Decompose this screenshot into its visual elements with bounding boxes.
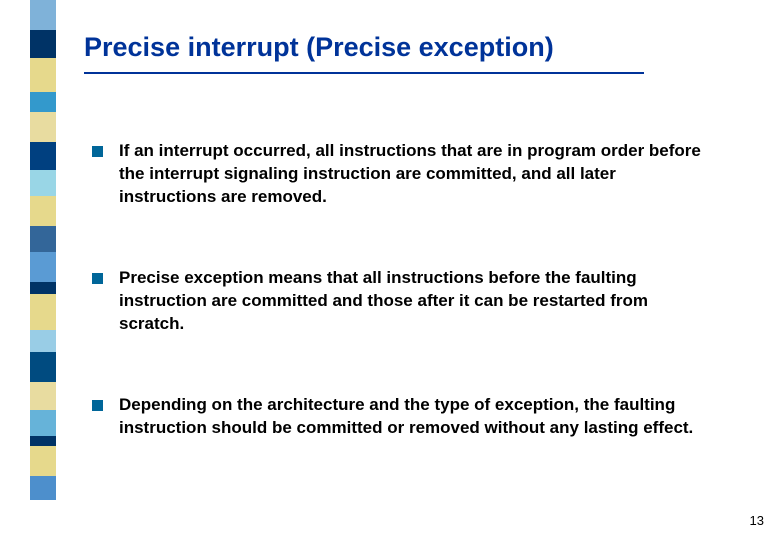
content-area: If an interrupt occurred, all instructio… (92, 140, 712, 498)
decor-segment (30, 142, 56, 170)
decor-segment (30, 92, 56, 112)
decor-segment (30, 112, 56, 142)
side-decoration (30, 0, 56, 540)
bullet-square-icon (92, 146, 103, 157)
decor-segment (30, 0, 56, 30)
bullet-item: Depending on the architecture and the ty… (92, 394, 712, 440)
decor-segment (30, 476, 56, 500)
bullet-item: Precise exception means that all instruc… (92, 267, 712, 336)
bullet-text: Depending on the architecture and the ty… (119, 394, 712, 440)
decor-segment (30, 30, 56, 58)
title-row: Precise interrupt (Precise exception) (84, 32, 554, 63)
decor-segment (30, 170, 56, 196)
decor-segment (30, 282, 56, 294)
bullet-text: If an interrupt occurred, all instructio… (119, 140, 712, 209)
decor-segment (30, 382, 56, 410)
title-underline (84, 72, 644, 74)
decor-segment (30, 410, 56, 436)
bullet-square-icon (92, 400, 103, 411)
decor-segment (30, 446, 56, 476)
bullet-square-icon (92, 273, 103, 284)
decor-segment (30, 196, 56, 226)
bullet-text: Precise exception means that all instruc… (119, 267, 712, 336)
slide: Precise interrupt (Precise exception) If… (0, 0, 780, 540)
slide-title: Precise interrupt (Precise exception) (84, 32, 554, 63)
decor-segment (30, 294, 56, 330)
decor-segment (30, 58, 56, 92)
page-number: 13 (750, 513, 764, 528)
decor-segment (30, 226, 56, 252)
decor-segment (30, 330, 56, 352)
decor-segment (30, 352, 56, 382)
decor-segment (30, 500, 56, 540)
decor-segment (30, 436, 56, 446)
bullet-item: If an interrupt occurred, all instructio… (92, 140, 712, 209)
decor-segment (30, 252, 56, 282)
